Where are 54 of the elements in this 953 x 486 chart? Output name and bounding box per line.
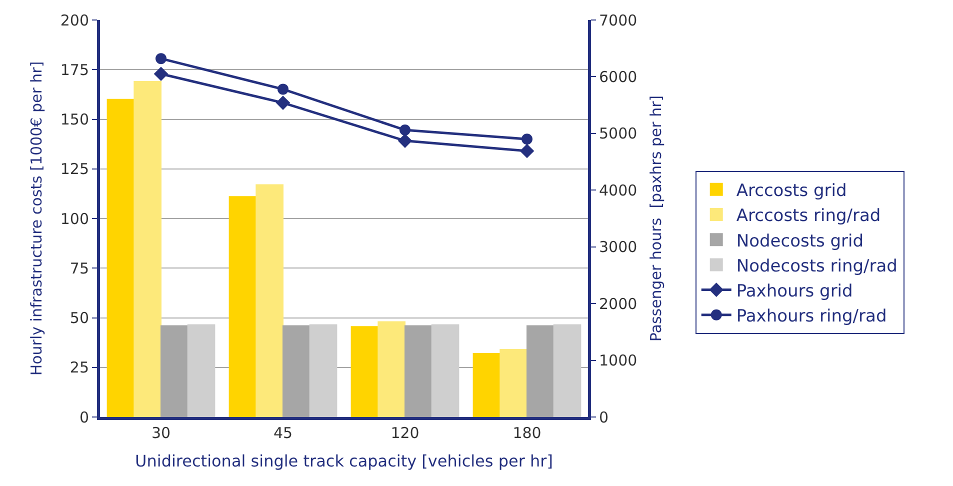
x-tick-label: 180 bbox=[512, 424, 542, 442]
bar bbox=[553, 324, 582, 417]
y-tick-label: 75 bbox=[70, 259, 89, 278]
bar bbox=[309, 324, 338, 417]
y-tick-label: 175 bbox=[60, 60, 89, 79]
y2-tick-label: 5000 bbox=[599, 124, 638, 143]
bar bbox=[282, 325, 310, 417]
x-tick-label: 30 bbox=[151, 424, 171, 442]
y-tick-label: 25 bbox=[70, 358, 89, 377]
bar bbox=[431, 324, 460, 417]
y-tick-label: 100 bbox=[60, 210, 89, 228]
bar bbox=[350, 326, 379, 417]
x-tick-label: 120 bbox=[390, 424, 420, 442]
point bbox=[400, 124, 410, 136]
point bbox=[154, 66, 168, 82]
bar bbox=[106, 98, 135, 417]
legend-label: Nodecosts grid bbox=[736, 231, 864, 252]
y2-axis-title: Passenger hours [paxhrs per hr] bbox=[647, 95, 666, 342]
point bbox=[276, 96, 290, 110]
y2-tick-label: 7000 bbox=[599, 11, 638, 30]
y-tick-label: 125 bbox=[60, 160, 89, 178]
bar bbox=[187, 324, 216, 417]
point bbox=[520, 144, 534, 158]
bar bbox=[160, 325, 188, 417]
legend-label: Nodecosts ring/rad bbox=[736, 256, 898, 276]
bar bbox=[378, 321, 406, 417]
bar bbox=[500, 349, 528, 417]
bar bbox=[134, 81, 162, 417]
bar bbox=[526, 325, 554, 417]
y2-tick-label: 0 bbox=[599, 408, 609, 426]
bar bbox=[256, 184, 284, 417]
bar bbox=[472, 352, 501, 417]
y-tick-label: 0 bbox=[79, 408, 89, 426]
y-axis-title: Hourly infrastructure costs [1000€ per hr] bbox=[28, 61, 46, 376]
x-axis-title: Unidirectional single track capacity [vehicles per hr] bbox=[135, 452, 553, 471]
bar bbox=[404, 325, 432, 417]
point bbox=[398, 134, 412, 148]
y2-tick-label: 2000 bbox=[599, 294, 638, 313]
y2-tick-label: 6000 bbox=[599, 68, 638, 86]
bar bbox=[228, 196, 257, 417]
y2-tick-label: 4000 bbox=[599, 181, 638, 200]
y-tick-label: 150 bbox=[60, 110, 89, 128]
legend-label: Paxhours grid bbox=[736, 281, 853, 302]
legend-label: Arccosts ring/rad bbox=[736, 206, 881, 226]
x-tick-label: 45 bbox=[273, 424, 293, 442]
legend-label: Paxhours ring/rad bbox=[736, 306, 887, 327]
y2-tick-label: 1000 bbox=[599, 352, 638, 370]
point bbox=[156, 53, 166, 64]
point bbox=[278, 84, 288, 95]
y-tick-label: 200 bbox=[60, 11, 89, 30]
y-tick-label: 50 bbox=[70, 309, 89, 327]
point bbox=[522, 134, 532, 145]
y2-tick-label: 3000 bbox=[599, 238, 638, 256]
legend-label: Arccosts grid bbox=[736, 181, 847, 202]
